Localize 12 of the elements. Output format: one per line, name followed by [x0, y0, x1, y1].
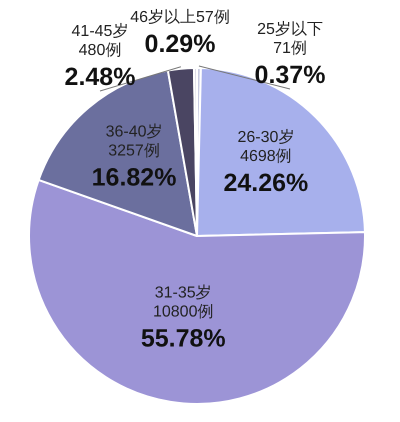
slice-label: 31-35岁 10800例	[152, 283, 214, 320]
data-label: 24.26%	[224, 169, 308, 198]
slice-label: 36-40岁 3257例	[106, 122, 163, 160]
data-label: 16.82%	[92, 164, 176, 192]
slice-label: 46岁以上57例	[130, 8, 230, 26]
data-label: 0.37%	[254, 61, 326, 89]
slice-label: 26-30岁 4698例	[237, 128, 294, 166]
data-label: 55.78%	[140, 324, 226, 352]
slice-label: 25岁以下 71例	[257, 20, 323, 57]
slice-label: 41-45岁 480例	[72, 22, 128, 59]
data-label: 0.29%	[144, 30, 216, 58]
data-label: 2.48%	[64, 63, 136, 91]
